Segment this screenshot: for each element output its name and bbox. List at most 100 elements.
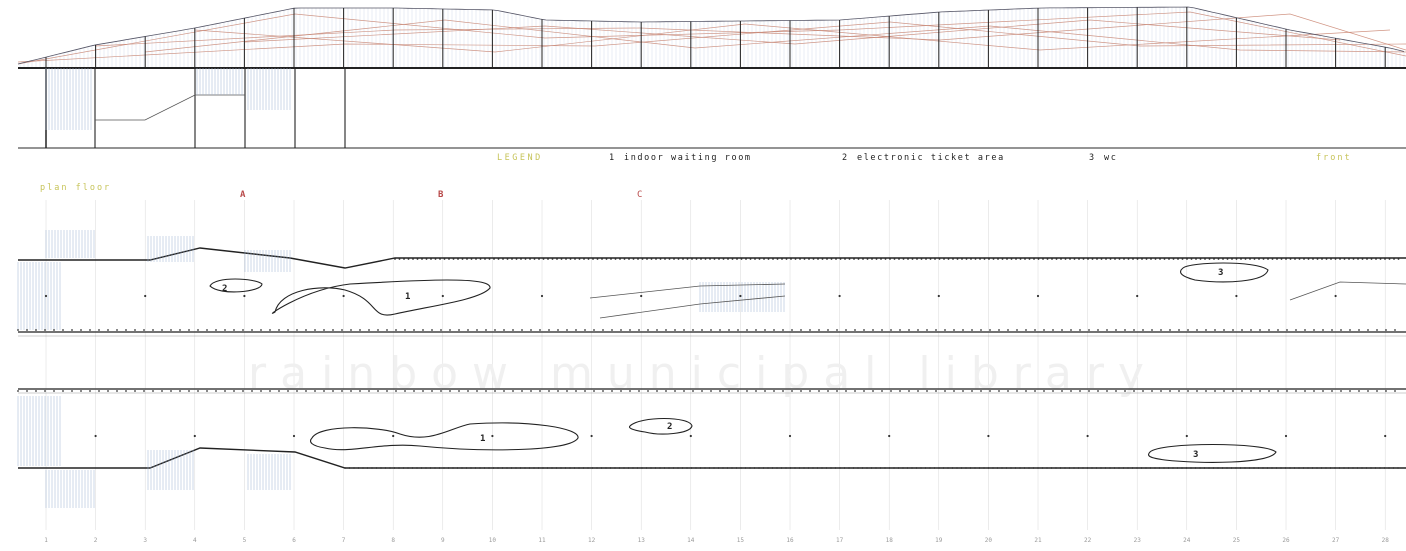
plan1-dot xyxy=(899,329,901,331)
plan1-dot xyxy=(610,258,612,260)
plan1-dot xyxy=(983,258,986,260)
plan1-dot xyxy=(839,258,842,260)
plan2-dot xyxy=(1181,467,1183,469)
plan2-dot xyxy=(713,467,715,469)
plan2-dot xyxy=(494,390,496,392)
plan1-dot xyxy=(754,258,756,260)
plan1-dot xyxy=(845,329,847,331)
grid-number: 22 xyxy=(1084,537,1092,544)
plan2-dot xyxy=(629,390,631,392)
plan1-dot xyxy=(233,329,235,331)
plan2-dot xyxy=(980,390,982,392)
plan1-dot xyxy=(1295,329,1297,331)
plan2-dot xyxy=(686,467,688,469)
plan2-dot xyxy=(512,390,514,392)
section-marker-c: C xyxy=(637,190,642,200)
plan1-dot xyxy=(1154,258,1157,260)
plan2-dot xyxy=(1088,390,1090,392)
plan1-dot xyxy=(1271,258,1274,260)
plan1-dot xyxy=(1168,258,1170,260)
plan1-dot xyxy=(629,329,631,331)
plan1-dot xyxy=(889,258,891,260)
plan2-dot xyxy=(404,390,406,392)
plan2-dot xyxy=(278,390,280,392)
plan1-dot xyxy=(970,258,972,260)
plan2-room-1-outline xyxy=(309,422,579,451)
plan1-dot xyxy=(736,258,738,260)
plan2-dot xyxy=(569,467,571,469)
plan1-dot xyxy=(691,258,693,260)
plan2-dot xyxy=(861,467,864,469)
plan1-north-wall xyxy=(18,247,1406,269)
plan2-dot xyxy=(1055,467,1057,469)
plan2-dot xyxy=(1046,467,1048,469)
plan2-dot xyxy=(645,467,648,469)
plan1-dot xyxy=(386,329,388,331)
plan2-dot xyxy=(551,467,553,469)
section-marker-a: A xyxy=(240,190,246,200)
plan1-dot xyxy=(746,329,748,331)
plan1-dot xyxy=(359,329,361,331)
plan1-dot xyxy=(614,258,617,260)
plan2-dot xyxy=(519,467,522,469)
plan2-dot xyxy=(771,467,774,469)
plan1-dot xyxy=(911,258,914,260)
plan1-dot xyxy=(1285,258,1287,260)
plan1-dot xyxy=(260,329,262,331)
plan2-dot xyxy=(834,467,837,469)
plan1-dot xyxy=(506,258,509,260)
plan1-grid-dot xyxy=(44,294,48,298)
grid-number: 23 xyxy=(1134,537,1142,544)
plan2-grid-dot xyxy=(1284,434,1288,438)
plan2-dot xyxy=(1032,467,1035,469)
plan1-grid-dot xyxy=(838,294,841,298)
plan1-room-tag-3: 3 xyxy=(1218,268,1223,278)
plan2-dot xyxy=(422,390,424,392)
plan1-dot xyxy=(1064,258,1067,260)
plan2-dot xyxy=(638,390,640,392)
plan1-dot xyxy=(1231,258,1233,260)
plan1-dot xyxy=(1388,258,1391,260)
plan2-dot xyxy=(1367,390,1369,392)
plan1-dot xyxy=(1061,329,1063,331)
plan1-dot xyxy=(1250,329,1252,331)
plan-floor-label: plan floor xyxy=(40,183,111,193)
plan1-dot xyxy=(1304,329,1306,331)
plan2-dot xyxy=(1113,467,1116,469)
plan1-dot xyxy=(1367,329,1369,331)
plan2-dot xyxy=(71,390,73,392)
plan2-dot xyxy=(717,467,720,469)
plan2-dot xyxy=(951,467,954,469)
plan1-dot xyxy=(772,258,774,260)
plan1-dot xyxy=(470,258,473,260)
plan1-dot xyxy=(875,258,878,260)
plan2-grid-dot xyxy=(292,434,296,438)
plan1-dot xyxy=(1196,329,1198,331)
plan2-dot xyxy=(839,467,841,469)
plan1-dot xyxy=(898,258,900,260)
plan1-dot xyxy=(602,329,604,331)
plan1-dot xyxy=(170,329,172,331)
plan2-dot xyxy=(1316,467,1318,469)
plan1-dot xyxy=(674,329,676,331)
plan2-column-dots xyxy=(17,390,1399,469)
plan1-dot xyxy=(539,329,541,331)
plan1-dot xyxy=(809,329,811,331)
plan2-dot xyxy=(215,390,217,392)
plan1-dot xyxy=(1361,258,1364,260)
plan2-dot xyxy=(902,467,904,469)
plan2-dot xyxy=(1109,467,1111,469)
plan1-column-dots xyxy=(17,258,1400,331)
plan2-dot xyxy=(305,390,307,392)
plan2-dot xyxy=(843,467,846,469)
plan2-dot xyxy=(1397,467,1399,469)
grid-number: 12 xyxy=(588,537,596,544)
plan2-dot xyxy=(170,390,172,392)
legend-title: LEGEND xyxy=(497,153,543,163)
plan2-dot xyxy=(1052,390,1054,392)
plan2-dot xyxy=(407,467,409,469)
plan1-dot xyxy=(1163,258,1166,260)
plan2-dot xyxy=(992,467,994,469)
grid-number: 1 xyxy=(44,537,48,544)
